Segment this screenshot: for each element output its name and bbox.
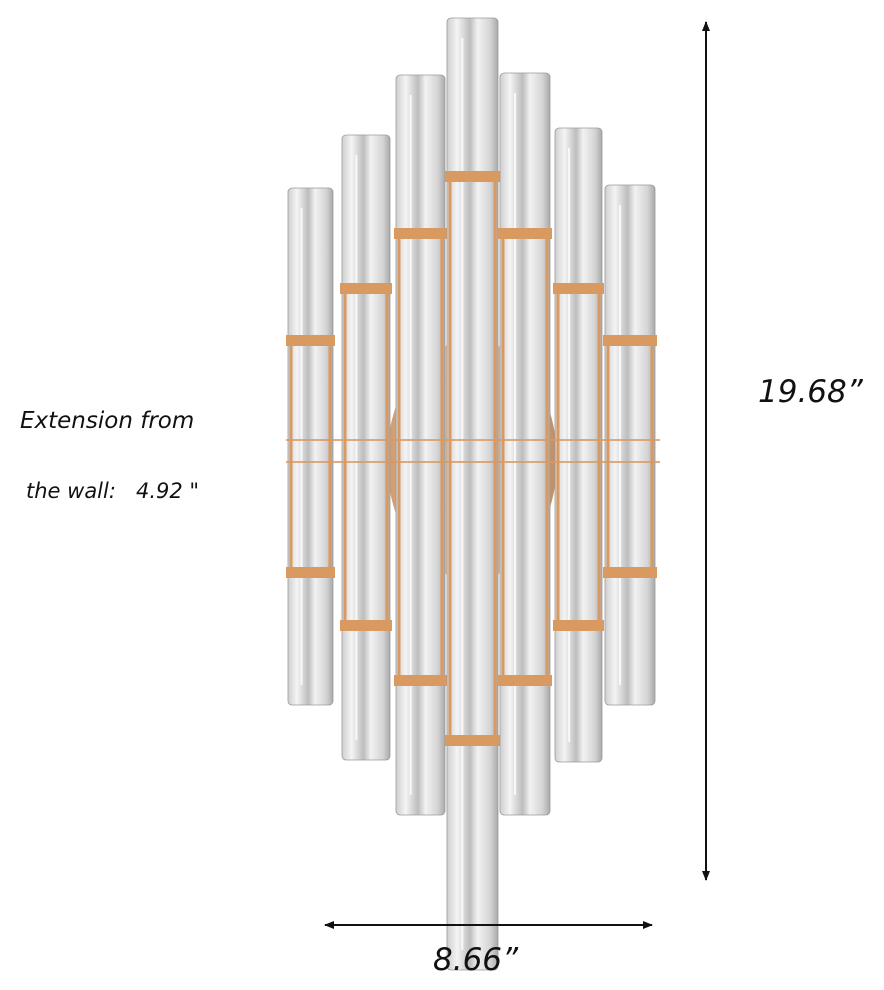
gold-band <box>445 735 500 746</box>
gold-band <box>340 620 392 631</box>
crystal-rod <box>446 17 499 971</box>
gold-band <box>553 283 604 294</box>
gold-band <box>498 228 552 239</box>
wall-sconce <box>286 17 660 971</box>
width-label: 8.66” <box>433 942 519 978</box>
gold-band <box>394 675 447 686</box>
crystal-rod <box>604 184 656 706</box>
gold-band <box>553 620 604 631</box>
gold-band <box>394 228 447 239</box>
gold-band <box>340 283 392 294</box>
crystal-rod <box>499 72 551 816</box>
gold-band <box>603 567 657 578</box>
crystal-rod <box>554 127 603 763</box>
crystal-rod <box>341 134 391 761</box>
gold-band <box>603 335 657 346</box>
crystal-rod <box>287 187 334 706</box>
gold-band <box>445 171 500 182</box>
crystal-rod <box>395 74 446 816</box>
gold-band <box>286 335 335 346</box>
gold-band <box>286 567 335 578</box>
extension-label: the wall: 4.92 " <box>26 479 199 503</box>
height-label: 19.68” <box>758 374 864 410</box>
extension-label: Extension from <box>20 408 194 434</box>
gold-band <box>498 675 552 686</box>
